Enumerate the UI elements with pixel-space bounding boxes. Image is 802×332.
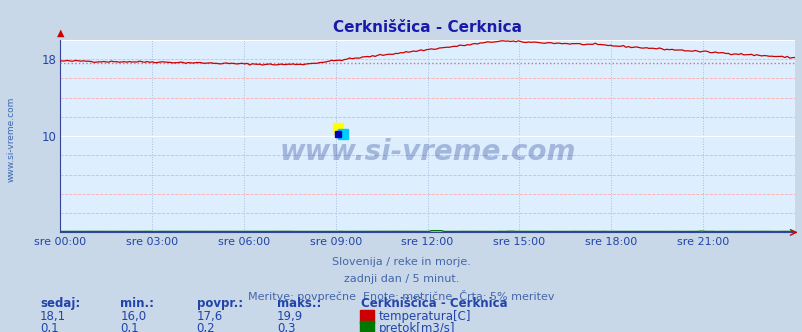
Text: maks.:: maks.:: [277, 297, 321, 310]
Text: 0,2: 0,2: [196, 322, 215, 332]
Text: temperatura[C]: temperatura[C]: [379, 310, 471, 323]
Text: 0,1: 0,1: [40, 322, 59, 332]
Text: ▲: ▲: [56, 28, 64, 38]
Text: min.:: min.:: [120, 297, 154, 310]
Text: 17,6: 17,6: [196, 310, 223, 323]
Text: povpr.:: povpr.:: [196, 297, 242, 310]
Text: Meritve: povprečne  Enote: metrične  Črta: 5% meritev: Meritve: povprečne Enote: metrične Črta:…: [248, 290, 554, 302]
Text: Cerkniščica - Cerknica: Cerkniščica - Cerknica: [361, 297, 508, 310]
Text: zadnji dan / 5 minut.: zadnji dan / 5 minut.: [343, 274, 459, 284]
Text: Slovenija / reke in morje.: Slovenija / reke in morje.: [332, 257, 470, 267]
Text: pretok[m3/s]: pretok[m3/s]: [379, 322, 455, 332]
Title: Cerkniščica - Cerknica: Cerkniščica - Cerknica: [333, 20, 521, 35]
Text: www.si-vreme.com: www.si-vreme.com: [6, 97, 15, 182]
Text: www.si-vreme.com: www.si-vreme.com: [279, 137, 575, 166]
Text: 16,0: 16,0: [120, 310, 147, 323]
Text: 0,3: 0,3: [277, 322, 295, 332]
Text: 18,1: 18,1: [40, 310, 67, 323]
Text: 0,1: 0,1: [120, 322, 139, 332]
Text: sedaj:: sedaj:: [40, 297, 80, 310]
Text: 19,9: 19,9: [277, 310, 303, 323]
